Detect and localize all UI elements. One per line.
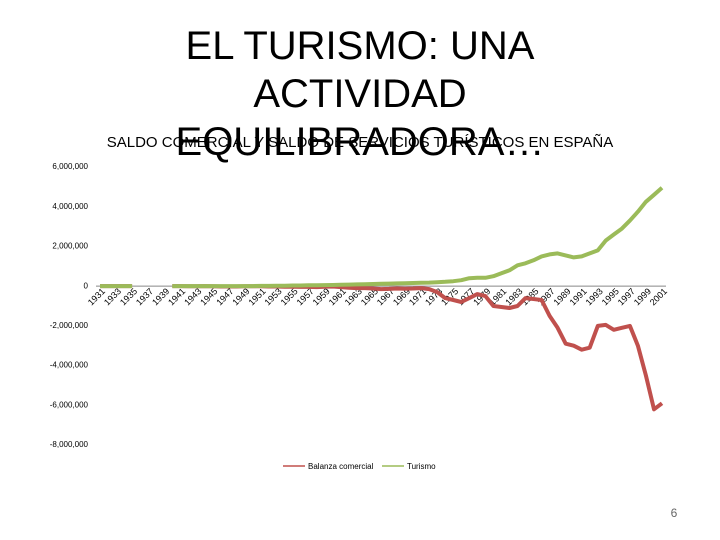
legend-label: Turismo [407, 462, 436, 471]
x-tick-label: 1947 [214, 286, 235, 307]
page-number: 6 [670, 506, 678, 520]
chart-title: SALDO COMERCIAL Y SALDO DE SERVICIOS TUR… [107, 134, 614, 151]
x-tick-label: 1933 [102, 286, 123, 307]
slide-title: EL TURISMO: UNA ACTIVIDAD EQUILIBRADORA… [175, 24, 545, 164]
x-tick-label: 1995 [600, 286, 621, 307]
x-tick-label: 1959 [311, 286, 332, 307]
y-tick-label: -4,000,000 [50, 361, 89, 370]
x-tick-label: 1943 [182, 286, 203, 307]
x-tick-label: 1931 [86, 286, 107, 307]
legend-label: Balanza comercial [308, 462, 374, 471]
data-line [100, 186, 664, 289]
y-tick-label: -8,000,000 [50, 440, 89, 449]
y-tick-label: 0 [84, 281, 89, 290]
x-tick-label: 1937 [134, 286, 155, 307]
x-tick-label: 1991 [568, 286, 589, 307]
x-tick-label: 2001 [648, 286, 669, 307]
y-tick-label: 4,000,000 [52, 202, 88, 211]
x-tick-label: 1949 [230, 286, 251, 307]
x-tick-label: 1945 [198, 286, 219, 307]
x-tick-label: 1989 [552, 286, 573, 307]
x-tick-label: 1997 [616, 286, 637, 307]
y-tick-label: -6,000,000 [50, 400, 89, 409]
y-tick-label: -2,000,000 [50, 321, 89, 330]
x-tick-label: 1957 [295, 286, 316, 307]
x-tick-label: 1953 [262, 286, 283, 307]
x-tick-label: 1935 [118, 286, 139, 307]
y-tick-label: 2,000,000 [52, 242, 88, 251]
x-tick-label: 1993 [584, 286, 605, 307]
x-tick-label: 1987 [535, 286, 556, 307]
x-tick-label: 1939 [150, 286, 171, 307]
x-tick-label: 1955 [279, 286, 300, 307]
x-tick-label: 1999 [632, 286, 653, 307]
x-tick-label: 1951 [246, 286, 267, 307]
x-tick-label: 1941 [166, 286, 187, 307]
y-tick-label: 6,000,000 [52, 162, 88, 171]
